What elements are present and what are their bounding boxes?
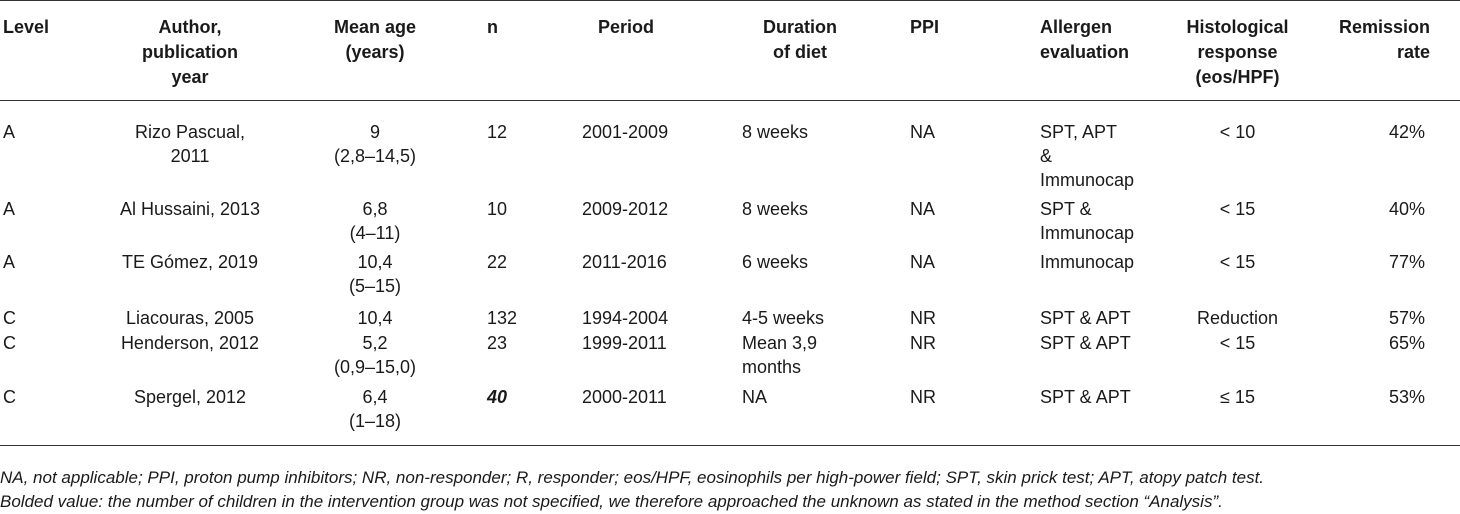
cell-mean-age: 6,8 (4–11) <box>349 199 401 243</box>
cell-ppi: NR <box>910 333 936 353</box>
cell-remission: 53% <box>1388 387 1425 407</box>
table-row: C Henderson, 2012 5,2 (0,9–15,0) 23 1999… <box>0 331 1460 385</box>
cell-histological: < 15 <box>1219 199 1256 219</box>
header-duration: Duration of diet <box>763 17 837 62</box>
cell-period: 2011-2016 <box>582 252 667 272</box>
footnote-abbreviations: NA, not applicable; PPI, proton pump inh… <box>0 468 1265 487</box>
cell-duration: 4-5 weeks <box>742 308 825 328</box>
header-n: n <box>487 17 498 37</box>
cell-n: 10 <box>487 199 508 219</box>
cell-remission: 57% <box>1388 308 1425 328</box>
cell-histological: < 15 <box>1219 333 1256 353</box>
cell-remission: 77% <box>1388 252 1425 272</box>
cell-author: Spergel, 2012 <box>133 387 247 407</box>
cell-level: C <box>3 308 16 328</box>
cell-ppi: NR <box>910 308 936 328</box>
cell-duration: Mean 3,9 months <box>742 333 818 377</box>
header-period: Period <box>598 17 655 37</box>
cell-level: A <box>3 199 16 219</box>
cell-period: 1999-2011 <box>582 333 667 353</box>
cell-level: C <box>3 387 16 407</box>
cell-n: 40 <box>450 385 560 446</box>
cell-remission: 65% <box>1388 333 1425 353</box>
cell-mean-age: 10,4 <box>357 308 393 328</box>
table-row: C Liacouras, 2005 10,4 132 1994-2004 4-5… <box>0 306 1460 331</box>
cell-period: 2009-2012 <box>582 199 669 219</box>
cell-duration: 6 weeks <box>742 252 809 272</box>
cell-ppi: NA <box>910 199 936 219</box>
footnote-bolded-value: Bolded value: the number of children in … <box>0 492 1223 511</box>
cell-author: Liacouras, 2005 <box>125 308 255 328</box>
cell-remission: 40% <box>1388 199 1425 219</box>
header-histological: Histological response (eos/HPF) <box>1186 17 1289 87</box>
bolded-value: 40 <box>487 387 508 407</box>
cell-mean-age: 9 (2,8–14,5) <box>333 122 417 166</box>
cell-allergen: SPT & APT <box>1040 387 1131 407</box>
cell-level: C <box>3 333 16 353</box>
header-ppi: PPI <box>910 17 940 37</box>
header-mean-age: Mean age (years) <box>333 17 417 62</box>
results-table: Level Author, publication year Mean age … <box>0 0 1460 446</box>
header-remission: Remission rate <box>1338 17 1430 62</box>
table-row: A TE Gómez, 2019 10,4 (5–15) 22 2011-201… <box>0 250 1460 306</box>
cell-mean-age: 10,4 (5–15) <box>348 252 402 296</box>
cell-level: A <box>3 252 16 272</box>
cell-period: 1994-2004 <box>582 308 669 328</box>
table-row: A Rizo Pascual, 2011 9 (2,8–14,5) 12 200… <box>0 101 1460 198</box>
cell-author: TE Gómez, 2019 <box>121 252 259 272</box>
cell-n: 132 <box>487 308 518 328</box>
cell-mean-age: 5,2 (0,9–15,0) <box>333 333 417 377</box>
cell-period: 2001-2009 <box>582 122 669 142</box>
header-level: Level <box>3 17 50 37</box>
cell-remission: 42% <box>1388 122 1425 142</box>
cell-duration: 8 weeks <box>742 122 809 142</box>
cell-allergen: SPT & APT <box>1040 333 1131 353</box>
cell-n: 22 <box>487 252 508 272</box>
table-row: C Spergel, 2012 6,4 (1–18) 40 2000-2011 … <box>0 385 1460 446</box>
cell-duration: 8 weeks <box>742 199 809 219</box>
header-author: Author, publication year <box>142 17 238 87</box>
header-allergen: Allergen evaluation <box>1040 17 1130 62</box>
cell-author: Henderson, 2012 <box>120 333 260 353</box>
cell-histological: < 10 <box>1219 122 1256 142</box>
cell-level: A <box>3 122 16 142</box>
cell-allergen: SPT, APT & Immunocap <box>1040 122 1135 190</box>
header-row: Level Author, publication year Mean age … <box>0 0 1460 101</box>
cell-mean-age: 6,4 (1–18) <box>348 387 402 431</box>
cell-histological: ≤ 15 <box>1220 387 1255 407</box>
cell-ppi: NA <box>910 122 936 142</box>
cell-histological: Reduction <box>1196 308 1279 328</box>
cell-allergen: SPT & Immunocap <box>1040 199 1135 243</box>
cell-author: Al Hussaini, 2013 <box>119 199 261 219</box>
table-row: A Al Hussaini, 2013 6,8 (4–11) 10 2009-2… <box>0 197 1460 250</box>
cell-histological: < 15 <box>1219 252 1256 272</box>
cell-period: 2000-2011 <box>582 387 667 407</box>
cell-duration: NA <box>742 387 768 407</box>
table-footnotes: NA, not applicable; PPI, proton pump inh… <box>0 466 1460 514</box>
cell-allergen: Immunocap <box>1040 252 1135 272</box>
cell-n: 23 <box>487 333 508 353</box>
cell-n: 12 <box>487 122 508 142</box>
cell-ppi: NA <box>910 252 936 272</box>
cell-author: Rizo Pascual, 2011 <box>134 122 246 166</box>
cell-ppi: NR <box>910 387 936 407</box>
cell-allergen: SPT & APT <box>1040 308 1131 328</box>
